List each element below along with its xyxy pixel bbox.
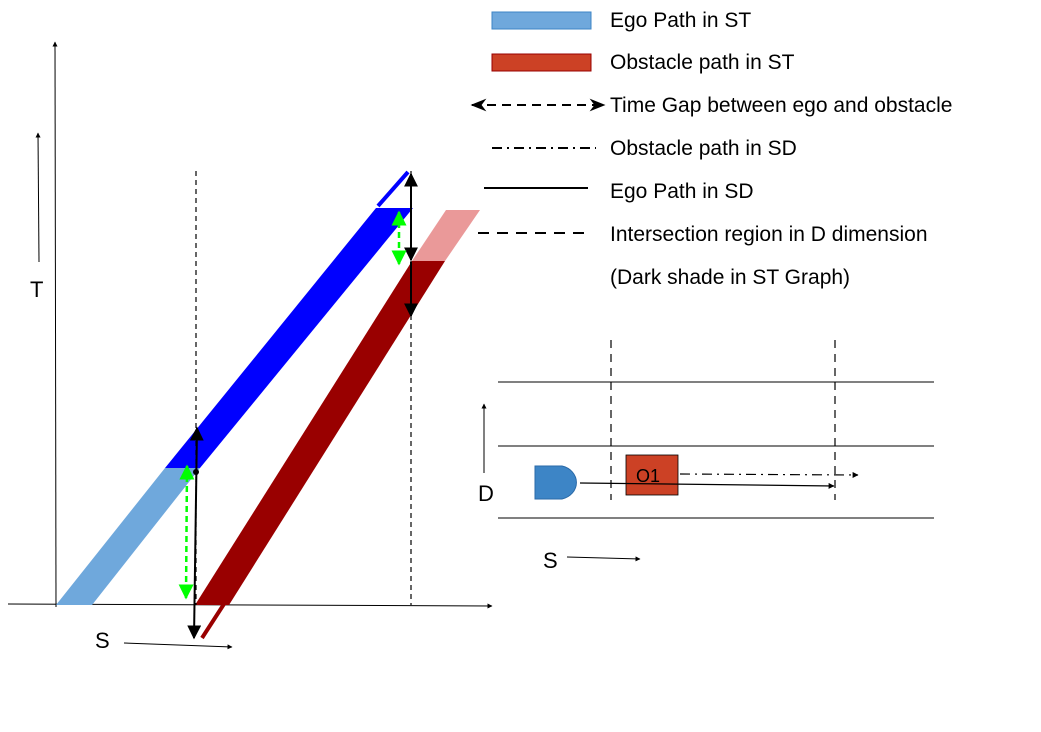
sd-graph: D S O1: [478, 340, 934, 573]
sd-d-axis-label: D: [478, 481, 494, 506]
obstacle-st-path-dark: [195, 261, 445, 605]
ego-sd-path: [579, 482, 835, 489]
sd-s-axis-label: S: [543, 548, 558, 573]
sd-s-direction-arrow: [566, 556, 641, 562]
obstacle-st-path-light: [412, 210, 480, 261]
ego-st-path-tail: [376, 170, 410, 208]
st-t-axis-label: T: [30, 277, 43, 302]
obstacle-o1-box: [625, 454, 679, 496]
time-gap-point: [193, 469, 199, 475]
legend-swatch-ego-st: [491, 11, 592, 30]
legend: Ego Path in ST Obstacle path in ST Time …: [470, 9, 952, 289]
st-s-axis-label: S: [95, 628, 110, 653]
legend-swatch-obstacle-st: [491, 53, 592, 72]
legend-label-intersection: Intersection region in D dimension: [610, 223, 928, 246]
ego-vehicle-icon: [534, 465, 577, 500]
time-gap-arrow-bottom: [187, 426, 204, 640]
st-t-direction-arrow: [35, 132, 41, 263]
st-s-direction-arrow: [123, 642, 233, 650]
legend-label-ego-st: Ego Path in ST: [610, 9, 751, 32]
legend-label-obstacle-st: Obstacle path in ST: [610, 51, 795, 74]
obstacle-o1-label: O1: [636, 466, 660, 486]
legend-label-time-gap: Time Gap between ego and obstacle: [610, 94, 952, 117]
legend-note: (Dark shade in ST Graph): [610, 266, 850, 289]
legend-label-obstacle-sd: Obstacle path in SD: [610, 137, 797, 160]
legend-label-ego-sd: Ego Path in SD: [610, 180, 754, 203]
time-gap-highlight-bottom: [178, 464, 195, 600]
st-graph: T S: [7, 41, 493, 653]
ego-st-path-dark: [165, 208, 413, 468]
st-t-axis: [52, 41, 58, 608]
ego-st-path-light: [56, 468, 200, 605]
obstacle-st-path-tail: [200, 602, 226, 640]
obstacle-sd-path: [679, 471, 859, 478]
